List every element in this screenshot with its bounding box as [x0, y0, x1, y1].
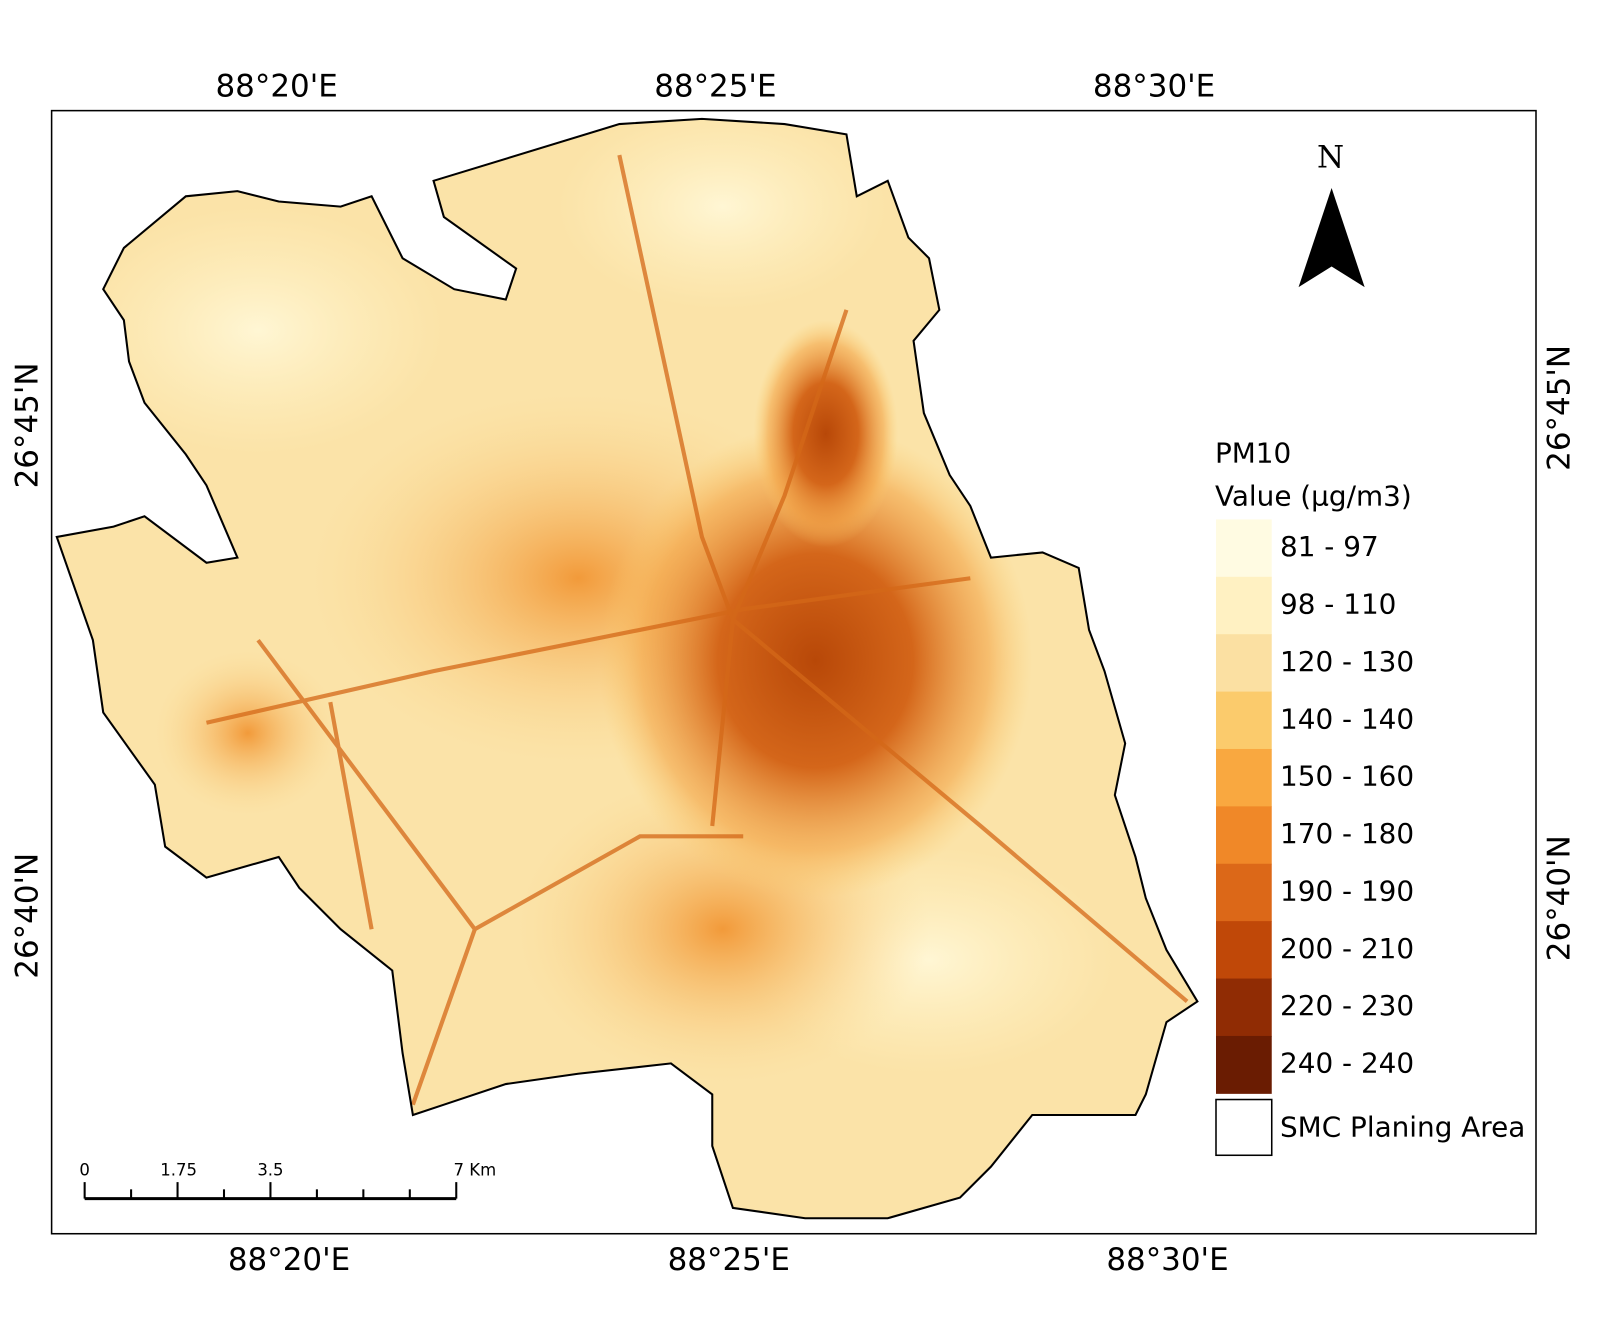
bottom-label: 88°20'E	[228, 1242, 350, 1278]
road	[473, 834, 744, 932]
legend-label: 190 - 190	[1280, 874, 1414, 907]
road	[205, 576, 971, 725]
left-label: 26°40'N	[9, 853, 45, 979]
legend-label: 150 - 160	[1280, 760, 1414, 793]
north-label: N	[1317, 140, 1344, 176]
scale-label: 7 Km	[454, 1160, 497, 1179]
legend-swatch	[1216, 634, 1272, 693]
legend-swatch	[1216, 921, 1272, 980]
legend-label: 98 - 110	[1280, 587, 1396, 620]
legend-label: 120 - 130	[1280, 645, 1414, 678]
legend-label: 170 - 180	[1280, 817, 1414, 850]
boundary-swatch	[1215, 1098, 1273, 1157]
surface-high	[753, 320, 899, 548]
scale-bar: 0 1.75 3.5 7 Km	[79, 1160, 497, 1201]
top-label: 88°20'E	[215, 68, 337, 104]
top-label: 88°25'E	[654, 68, 776, 104]
bottom-label: 88°25'E	[668, 1242, 790, 1278]
legend: PM10 Value (µg/m3) SMC Planing Area 81 -…	[1215, 436, 1525, 1157]
top-label: 88°30'E	[1093, 68, 1215, 104]
north-arrow-shape	[1298, 188, 1365, 288]
legend-subtitle: Value (µg/m3)	[1215, 480, 1412, 513]
map-frame	[50, 109, 1537, 1235]
legend-label: 220 - 230	[1280, 989, 1414, 1022]
north-arrow: N	[1298, 140, 1365, 288]
left-label: 26°45'N	[9, 363, 45, 489]
legend-swatch	[1216, 748, 1272, 807]
surface-low	[557, 118, 888, 310]
legend-swatch	[1216, 1035, 1272, 1094]
legend-swatch	[1216, 978, 1272, 1037]
surface-mid	[154, 650, 341, 816]
road	[710, 309, 849, 827]
legend-swatch	[1216, 691, 1272, 750]
legend-swatch	[1216, 806, 1272, 865]
legend-swatch	[1216, 519, 1272, 578]
scale-ticks	[83, 1182, 458, 1199]
legend-label: 140 - 140	[1280, 702, 1414, 735]
right-label: 26°40'N	[1541, 835, 1577, 961]
legend-title: PM10	[1215, 436, 1291, 469]
legend-swatch	[1216, 576, 1272, 635]
legend-swatch	[1216, 863, 1272, 922]
surface-low	[72, 206, 444, 455]
scale-label: 0	[79, 1160, 90, 1179]
bottom-label: 88°30'E	[1106, 1242, 1228, 1278]
boundary-label: SMC Planing Area	[1280, 1110, 1525, 1143]
roads	[205, 154, 1189, 1106]
scale-label: 3.5	[257, 1160, 283, 1179]
road	[328, 701, 374, 930]
graticule-labels: 88°20'E 88°25'E 88°30'E 88°20'E 88°25'E …	[9, 68, 1577, 1278]
right-label: 26°45'N	[1541, 345, 1577, 471]
legend-label: 81 - 97	[1280, 530, 1379, 563]
scale-label: 1.75	[160, 1160, 197, 1179]
legend-label: 200 - 210	[1280, 932, 1414, 965]
legend-label: 240 - 240	[1280, 1047, 1414, 1080]
